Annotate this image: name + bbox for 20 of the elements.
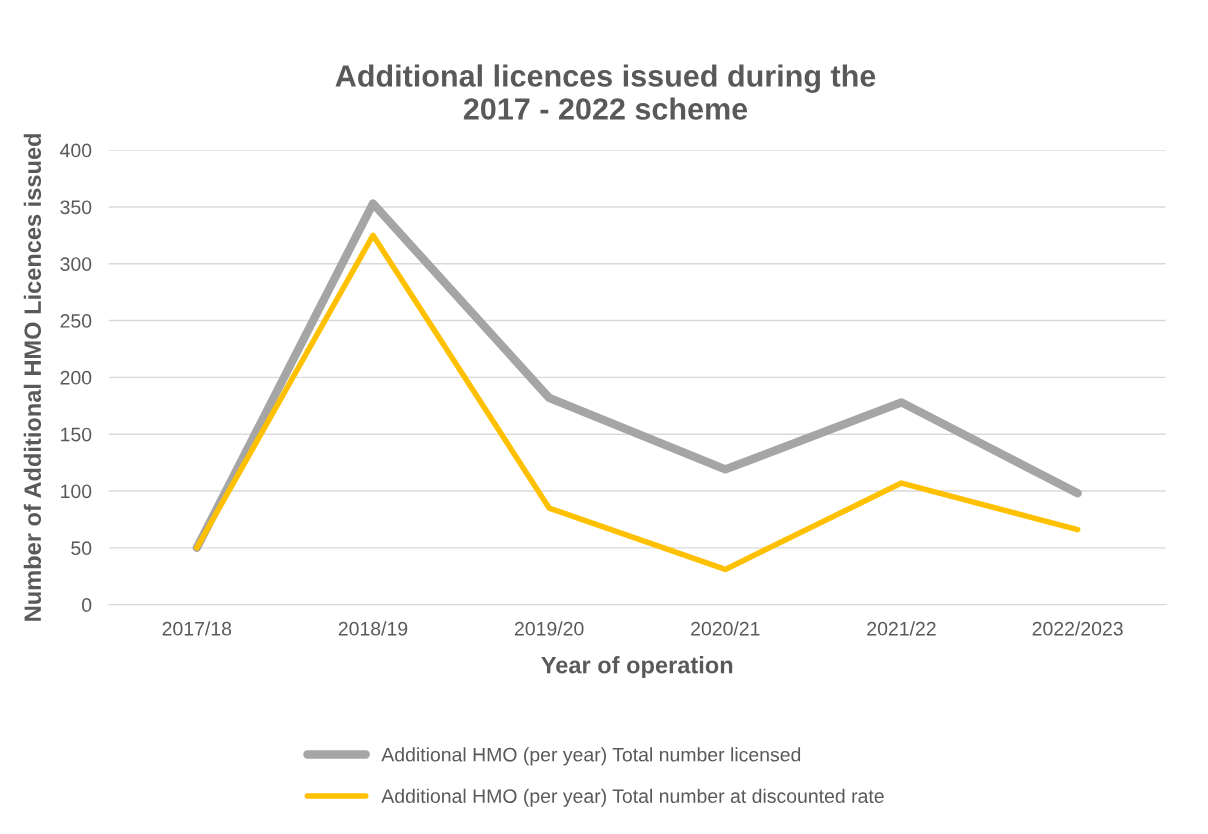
y-tick-label: 100 bbox=[61, 484, 92, 499]
y-tick-label: 350 bbox=[60, 200, 92, 215]
y-tick-label: 50 bbox=[71, 541, 92, 556]
y-tick-label: 250 bbox=[60, 314, 92, 328]
x-axis-title: Year of operation bbox=[541, 656, 733, 679]
x-tick-label: 2022/2023 bbox=[1032, 621, 1123, 636]
chart-title: Additional licences issued during the 2017 - 2022 scheme bbox=[335, 64, 876, 120]
y-tick-label: 150 bbox=[61, 427, 92, 442]
x-tick-label: 2018/19 bbox=[338, 621, 408, 636]
legend-label: Additional HMO (per year) Total number licensed bbox=[381, 747, 801, 766]
y-tick-label: 400 bbox=[60, 143, 92, 158]
legend-label: Additional HMO (per year) Total number at discounted rate bbox=[381, 788, 884, 807]
x-tick-label: 2019/20 bbox=[514, 621, 584, 636]
x-tick-label: 2020/21 bbox=[691, 621, 760, 636]
y-tick-label: 0 bbox=[82, 598, 92, 612]
x-tick-label: 2017/18 bbox=[162, 621, 232, 636]
y-tick-label: 300 bbox=[60, 257, 92, 271]
y-tick-label: 200 bbox=[60, 370, 92, 385]
x-tick-label: 2021/22 bbox=[867, 621, 936, 636]
y-axis-title: Number of Additional HMO Licences issued bbox=[23, 134, 42, 621]
